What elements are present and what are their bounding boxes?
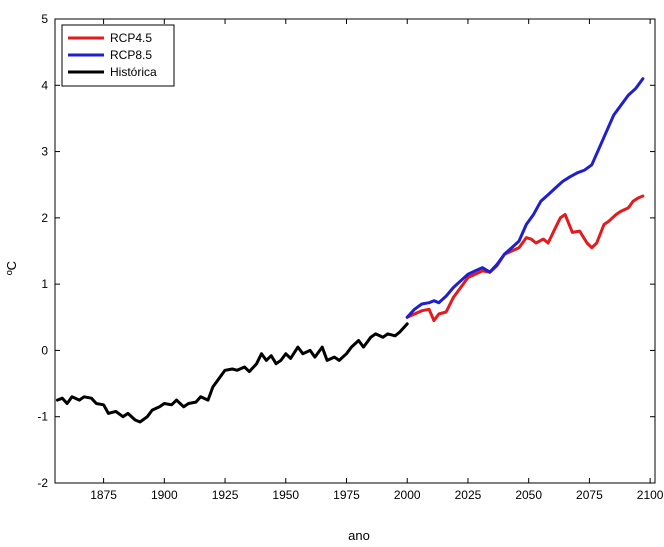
x-tick-label: 2075	[576, 488, 603, 502]
legend-label: RCP4.5	[110, 31, 152, 45]
y-tick-label: 5	[41, 12, 48, 26]
y-tick-label: 3	[41, 145, 48, 159]
y-tick-label: 0	[41, 343, 48, 357]
y-axis-label: ºC	[4, 261, 19, 275]
y-tick-label: -2	[37, 476, 48, 490]
plot-area	[55, 77, 645, 424]
legend-label: Histórica	[110, 65, 157, 79]
series-line-1	[405, 77, 645, 319]
legend-label: RCP8.5	[110, 48, 152, 62]
y-tick-label: -1	[37, 410, 48, 424]
x-tick-label: 2000	[394, 488, 421, 502]
x-tick-label: 2025	[455, 488, 482, 502]
axes-frame	[54, 18, 656, 484]
x-axis-label: ano	[348, 528, 370, 542]
y-tick-label: 2	[41, 211, 48, 225]
axes: 1875 1900 1925 1950 1975 2000 2025 2050 2075 2100…	[37, 12, 663, 502]
x-tick-label: 1975	[333, 488, 360, 502]
y-tick-label: 4	[41, 78, 48, 92]
x-tick-label: 2050	[515, 488, 542, 502]
x-tick-label: 2100	[637, 488, 664, 502]
x-tick-label: 1875	[90, 488, 117, 502]
series-line-2	[55, 322, 409, 424]
x-tick-label: 1900	[151, 488, 178, 502]
legend: RCP4.5 RCP8.5 Histórica	[61, 24, 175, 87]
x-tick-label: 1950	[272, 488, 299, 502]
y-tick-label: 1	[41, 277, 48, 291]
x-tick-label: 1925	[212, 488, 239, 502]
series-line-0	[405, 194, 645, 323]
